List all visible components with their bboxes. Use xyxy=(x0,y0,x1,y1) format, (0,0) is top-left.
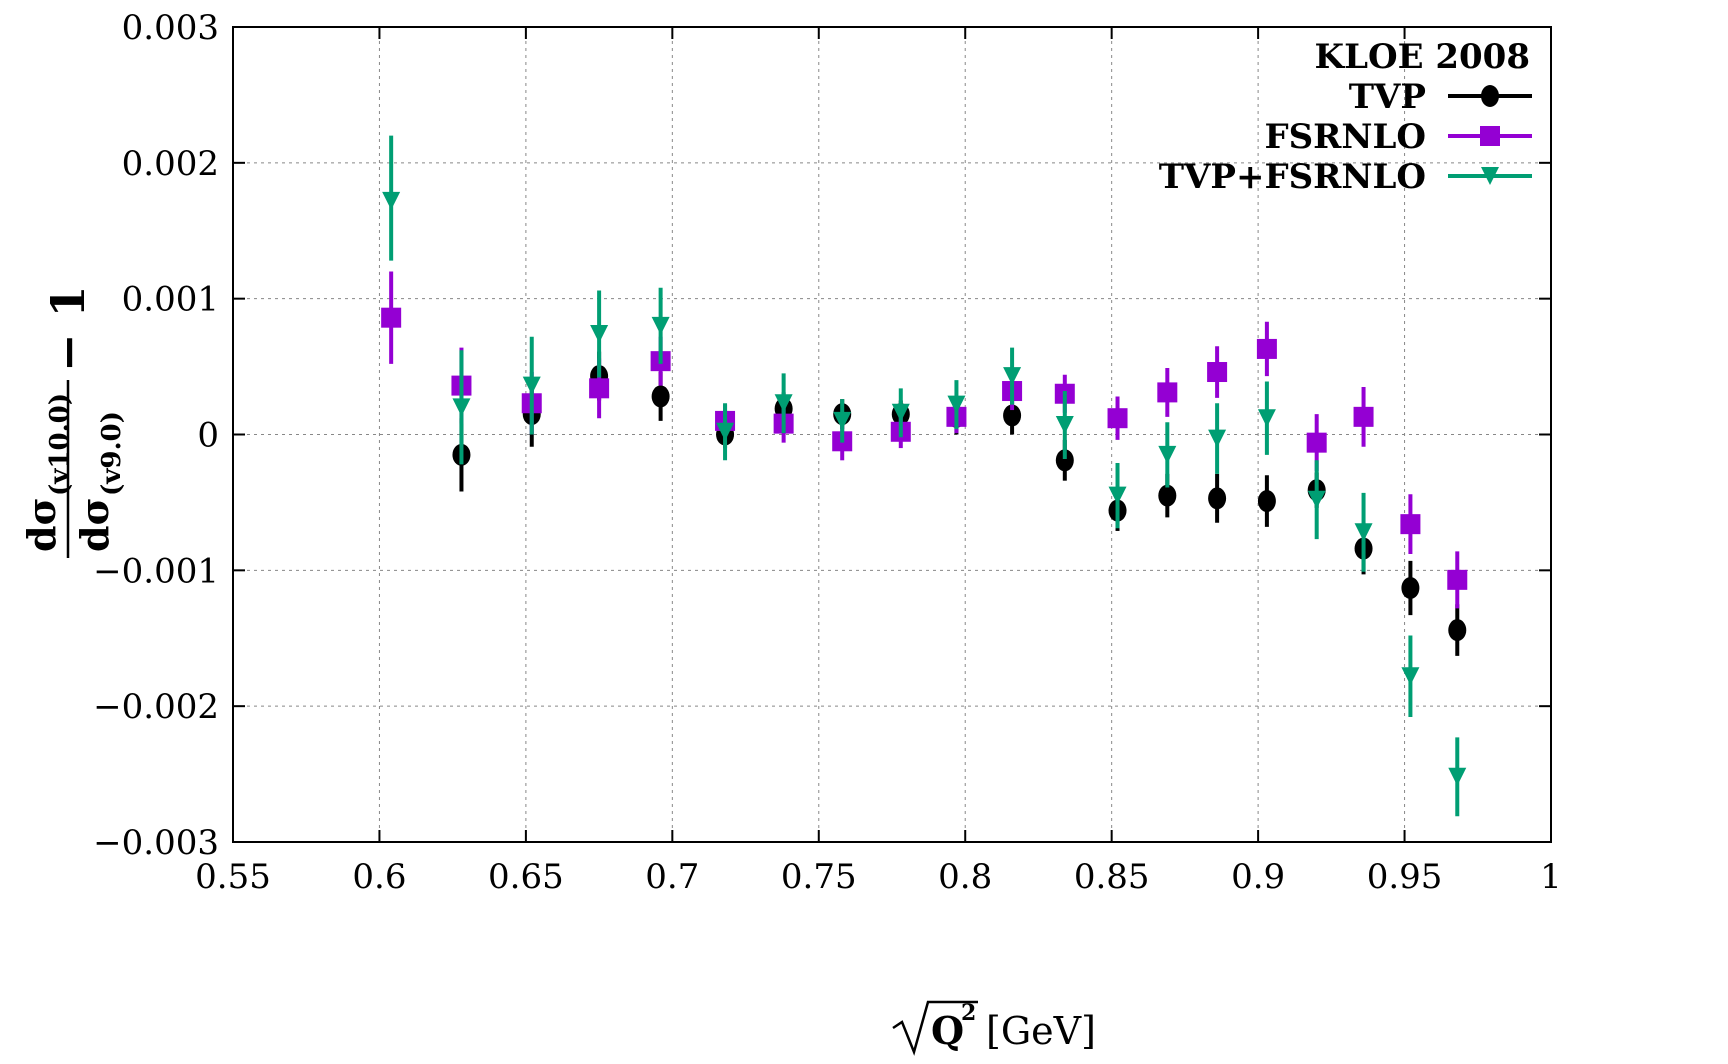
data-point xyxy=(1401,577,1419,599)
data-point xyxy=(590,325,608,343)
x-tick-label: 0.6 xyxy=(352,857,406,897)
data-point xyxy=(652,385,670,407)
legend-label: TVP+FSRNLO xyxy=(1159,157,1426,197)
x-axis-variable: Q xyxy=(931,1008,964,1053)
data-point xyxy=(382,192,400,210)
y-axis-numerator: dσ xyxy=(19,497,64,552)
data-point xyxy=(1258,409,1276,427)
x-tick-label: 0.75 xyxy=(781,857,857,897)
x-axis-title: Q 2 [GeV] xyxy=(893,1000,1096,1053)
x-axis-exponent: 2 xyxy=(961,1000,976,1026)
data-point xyxy=(1447,570,1467,590)
data-point xyxy=(1158,446,1176,464)
data-point xyxy=(452,398,470,416)
legend-title: KLOE 2008 xyxy=(1315,37,1530,77)
y-axis-title: dσ (v10.0) dσ (v9.0) − 1 xyxy=(19,285,127,558)
data-point xyxy=(1056,416,1074,434)
data-point xyxy=(1448,768,1466,786)
x-tick-label: 1 xyxy=(1540,857,1562,897)
y-axis-numerator-sub: (v10.0) xyxy=(45,393,75,496)
y-tick-label: 0.001 xyxy=(122,280,219,320)
x-tick-label: 0.8 xyxy=(938,857,992,897)
x-tick-label: 0.7 xyxy=(645,857,699,897)
data-point xyxy=(1157,382,1177,402)
x-tick-label: 0.55 xyxy=(195,857,271,897)
x-axis-unit: [GeV] xyxy=(986,1009,1096,1053)
x-tick-label: 0.9 xyxy=(1231,857,1285,897)
y-tick-label: 0.002 xyxy=(122,144,219,184)
data-point xyxy=(1448,619,1466,641)
data-series xyxy=(381,136,1467,817)
legend-label: TVP xyxy=(1349,77,1426,117)
data-point xyxy=(1401,667,1419,685)
data-point xyxy=(1307,433,1327,453)
data-point xyxy=(1109,487,1127,505)
data-point xyxy=(1208,487,1226,509)
y-axis-suffix: − 1 xyxy=(41,285,95,372)
data-point xyxy=(1208,430,1226,448)
data-point xyxy=(1158,485,1176,507)
legend-marker xyxy=(1480,126,1500,146)
data-point xyxy=(1400,514,1420,534)
data-point xyxy=(1207,362,1227,382)
data-point xyxy=(589,378,609,398)
series-tvp-fsrnlo xyxy=(382,136,1466,817)
legend-label: FSRNLO xyxy=(1264,117,1426,157)
data-point xyxy=(1258,490,1276,512)
data-point xyxy=(1257,339,1277,359)
y-tick-label: −0.001 xyxy=(93,551,219,591)
legend-marker xyxy=(1481,85,1499,107)
data-point xyxy=(1108,408,1128,428)
x-tick-label: 0.65 xyxy=(488,857,564,897)
data-point xyxy=(652,317,670,335)
data-point xyxy=(1354,407,1374,427)
x-tick-label: 0.85 xyxy=(1074,857,1150,897)
y-tick-label: 0 xyxy=(197,416,219,456)
y-tick-label: −0.002 xyxy=(93,687,219,727)
data-point xyxy=(1308,491,1326,509)
data-point xyxy=(381,308,401,328)
x-tick-label: 0.95 xyxy=(1367,857,1443,897)
series-fsrnlo xyxy=(381,272,1467,609)
y-axis-denominator-sub: (v9.0) xyxy=(97,411,127,496)
y-tick-label: 0.003 xyxy=(122,8,219,48)
y-tick-label: −0.003 xyxy=(93,823,219,863)
y-axis-denominator: dσ xyxy=(72,497,117,552)
data-point xyxy=(1355,523,1373,541)
